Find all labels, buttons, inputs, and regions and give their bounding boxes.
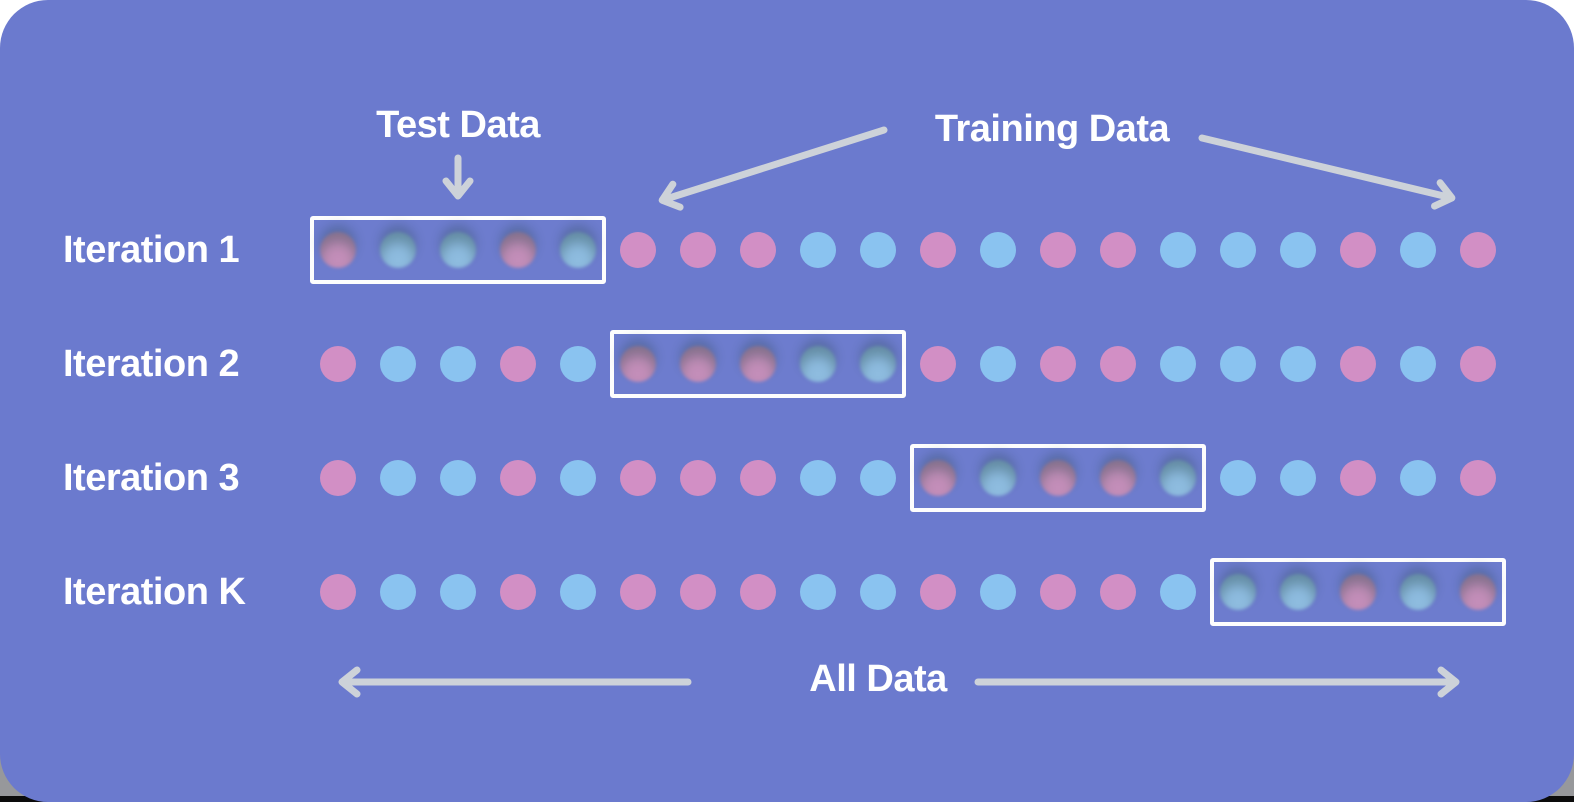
data-point-pink (920, 346, 956, 382)
data-point-blue (800, 346, 836, 382)
data-point-blue (800, 232, 836, 268)
test-fold-box-row-1 (310, 216, 606, 284)
data-point-blue (860, 460, 896, 496)
data-point-blue (1400, 346, 1436, 382)
data-point-pink (1340, 574, 1376, 610)
data-point-pink (920, 232, 956, 268)
data-point-pink (1340, 460, 1376, 496)
data-point-pink (320, 574, 356, 610)
iteration-label-2: Iteration 2 (63, 343, 240, 385)
data-point-blue (980, 574, 1016, 610)
iteration-label-3: Iteration 3 (63, 457, 240, 499)
data-point-pink (500, 346, 536, 382)
data-point-blue (980, 346, 1016, 382)
data-point-pink (500, 232, 536, 268)
data-point-pink (680, 346, 716, 382)
data-point-pink (320, 460, 356, 496)
data-point-blue (1160, 574, 1196, 610)
data-point-pink (1460, 346, 1496, 382)
data-point-pink (500, 460, 536, 496)
data-point-blue (980, 460, 1016, 496)
data-point-pink (740, 460, 776, 496)
data-point-pink (1460, 460, 1496, 496)
data-point-blue (980, 232, 1016, 268)
data-point-pink (920, 574, 956, 610)
data-point-pink (680, 460, 716, 496)
data-point-blue (1280, 574, 1316, 610)
data-point-pink (1040, 346, 1076, 382)
data-point-blue (1220, 460, 1256, 496)
data-point-blue (560, 346, 596, 382)
data-point-pink (1040, 574, 1076, 610)
data-point-blue (1160, 346, 1196, 382)
data-point-blue (1160, 460, 1196, 496)
data-point-blue (380, 574, 416, 610)
training-data-left-arrow-icon (658, 126, 888, 211)
data-point-pink (680, 574, 716, 610)
data-point-blue (1220, 346, 1256, 382)
data-point-pink (1460, 232, 1496, 268)
data-point-blue (1280, 346, 1316, 382)
test-fold-box-row-4 (1210, 558, 1506, 626)
data-point-blue (860, 346, 896, 382)
data-point-blue (440, 574, 476, 610)
data-point-blue (380, 232, 416, 268)
data-point-blue (1160, 232, 1196, 268)
training-data-label: Training Data (934, 108, 1170, 150)
data-point-pink (1040, 232, 1076, 268)
data-point-pink (320, 346, 356, 382)
data-point-blue (1400, 232, 1436, 268)
data-point-blue (440, 232, 476, 268)
data-point-blue (1220, 232, 1256, 268)
data-point-blue (380, 460, 416, 496)
data-point-pink (920, 460, 956, 496)
data-point-blue (440, 460, 476, 496)
data-point-pink (620, 574, 656, 610)
data-point-pink (1100, 232, 1136, 268)
data-point-pink (1100, 346, 1136, 382)
data-point-blue (1280, 232, 1316, 268)
test-fold-box-row-2 (610, 330, 906, 398)
data-point-blue (860, 574, 896, 610)
data-point-blue (860, 232, 896, 268)
iteration-label-4: Iteration K (63, 571, 246, 613)
data-point-pink (620, 232, 656, 268)
test-data-label: Test Data (376, 104, 540, 146)
data-point-pink (1040, 460, 1076, 496)
training-data-right-arrow-icon (1198, 134, 1456, 210)
data-point-blue (380, 346, 416, 382)
data-point-blue (560, 460, 596, 496)
data-point-pink (500, 574, 536, 610)
data-point-blue (560, 574, 596, 610)
data-point-blue (800, 574, 836, 610)
data-point-pink (680, 232, 716, 268)
data-point-pink (1340, 232, 1376, 268)
data-point-pink (1460, 574, 1496, 610)
data-point-pink (740, 346, 776, 382)
data-point-blue (1400, 574, 1436, 610)
all-data-label: All Data (809, 658, 947, 700)
data-point-blue (1220, 574, 1256, 610)
data-point-pink (1340, 346, 1376, 382)
data-point-pink (1100, 460, 1136, 496)
data-point-blue (560, 232, 596, 268)
test-fold-box-row-3 (910, 444, 1206, 512)
data-point-pink (620, 460, 656, 496)
iteration-label-1: Iteration 1 (63, 229, 240, 271)
data-point-pink (620, 346, 656, 382)
data-point-pink (740, 574, 776, 610)
data-point-blue (1400, 460, 1436, 496)
data-point-blue (800, 460, 836, 496)
data-point-pink (320, 232, 356, 268)
data-point-blue (440, 346, 476, 382)
data-point-pink (1100, 574, 1136, 610)
data-point-blue (1280, 460, 1316, 496)
data-point-pink (740, 232, 776, 268)
